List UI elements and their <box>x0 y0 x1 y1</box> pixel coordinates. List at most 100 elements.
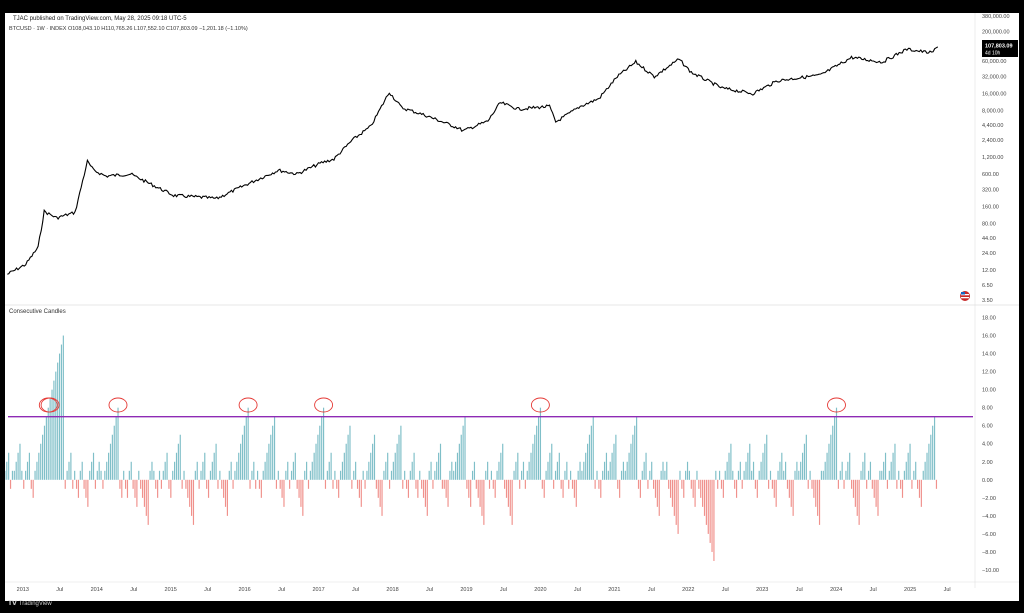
consecutive-candle-bar <box>786 479 789 489</box>
consecutive-candle-bar <box>302 479 304 516</box>
consecutive-candle-bar <box>924 461 926 480</box>
chart-frame: TJAC published on TradingView.com, May 2… <box>5 13 1019 601</box>
consecutive-candle-bar <box>443 479 445 489</box>
consecutive-candle-bar <box>426 479 428 516</box>
consecutive-candle-bar <box>822 470 824 480</box>
consecutive-candle-bar <box>483 479 485 525</box>
consecutive-candle-bar <box>728 452 730 480</box>
consecutive-candle-bar <box>89 470 91 480</box>
consecutive-candle-bar <box>45 416 47 480</box>
consecutive-candle-bar <box>754 479 756 489</box>
consecutive-candle-bar <box>860 470 862 480</box>
consecutive-candle-bar <box>343 452 345 480</box>
consecutive-candle-bar <box>315 443 317 480</box>
consecutive-candle-bar <box>683 479 685 498</box>
consecutive-candle-bar <box>162 470 164 480</box>
consecutive-candle-bar <box>319 425 321 480</box>
consecutive-candle-bar <box>711 479 713 552</box>
consecutive-candle-bar <box>707 479 709 534</box>
time-axis[interactable]: 2013 Jul 2014 Jul 2015 Jul 2016 Jul 2017 Jul 2018 J… <box>17 587 951 593</box>
consecutive-candle-bar <box>353 470 355 480</box>
time-tick-label: Jul <box>500 587 507 593</box>
consecutive-candle-bar <box>109 443 112 480</box>
chart-canvas[interactable]: 3.50 6.50 12.00 24.00 44.00 80.00 160.00 320.00… <box>5 13 1019 601</box>
consecutive-candle-bar <box>424 479 426 507</box>
consecutive-candle-bar <box>564 470 566 480</box>
consecutive-candle-bar <box>245 416 247 480</box>
consecutive-candle-bar <box>285 470 287 480</box>
consecutive-candle-bar <box>534 434 536 480</box>
consecutive-candle-bar <box>575 479 577 507</box>
consecutive-candle-bar <box>157 479 159 498</box>
consecutive-candle-bar <box>466 479 468 489</box>
consecutive-candle-bar <box>858 479 860 525</box>
consecutive-candle-bar <box>901 479 904 498</box>
consecutive-candle-bar <box>771 479 773 489</box>
indicator-tick-label: −2.00 <box>982 496 996 502</box>
indicator-tick-label: −4.00 <box>982 514 996 520</box>
consecutive-candle-bar <box>594 479 596 489</box>
us-flag-icon[interactable] <box>960 291 970 301</box>
consecutive-candle-bar <box>517 452 519 480</box>
consecutive-candle-bar <box>643 461 645 480</box>
consecutive-candle-bar <box>47 407 49 480</box>
consecutive-candle-bar <box>258 479 261 489</box>
consecutive-candle-bar <box>524 479 526 489</box>
consecutive-candle-bar <box>256 470 259 480</box>
consecutive-candle-bar <box>224 479 227 507</box>
price-tick-label: 380,000.00 <box>982 14 1010 20</box>
time-tick-label: 2020 <box>534 587 546 593</box>
consecutive-candle-bar <box>134 479 136 498</box>
consecutive-candle-bar <box>468 479 470 498</box>
consecutive-candle-bar <box>368 461 370 480</box>
consecutive-candle-bar <box>334 470 336 480</box>
consecutive-candle-bar <box>456 452 459 480</box>
time-tick-label: Jul <box>722 587 729 593</box>
consecutive-candle-bar <box>852 479 855 498</box>
consecutive-candle-bar <box>703 479 706 516</box>
consecutive-candle-bar <box>835 407 838 480</box>
indicator-tick-label: 10.00 <box>982 388 996 394</box>
consecutive-candle-bar <box>119 479 121 489</box>
consecutive-candle-bar <box>551 443 553 480</box>
consecutive-candle-bar <box>273 416 276 480</box>
time-tick-label: 2023 <box>756 587 768 593</box>
consecutive-candle-bar <box>81 461 83 480</box>
consecutive-candle-bar <box>289 479 291 489</box>
consecutive-candle-bar <box>649 470 651 480</box>
consecutive-candle-bar <box>794 470 796 480</box>
price-tick-label: 2,400.00 <box>982 138 1003 144</box>
consecutive-candle-bar <box>336 479 338 489</box>
consecutive-candle-bar <box>781 452 783 480</box>
consecutive-candle-bar <box>624 470 626 480</box>
consecutive-candle-bar <box>834 416 836 480</box>
consecutive-candle-bar <box>326 470 328 480</box>
consecutive-candle-bar <box>100 470 102 480</box>
consecutive-candle-bar <box>241 434 244 480</box>
consecutive-candle-bar <box>266 452 268 480</box>
consecutive-candle-bar <box>839 470 841 480</box>
consecutive-candle-bar <box>108 452 110 480</box>
consecutive-candle-bar <box>560 479 562 489</box>
consecutive-candle-bar <box>760 461 762 480</box>
consecutive-candle-bar <box>905 461 907 480</box>
consecutive-candle-bar <box>306 461 308 480</box>
time-tick-label: 2015 <box>165 587 177 593</box>
price-pane[interactable]: 3.50 6.50 12.00 24.00 44.00 80.00 160.00 320.00… <box>7 14 1010 304</box>
consecutive-candle-bar <box>636 416 638 480</box>
consecutive-candle-bar <box>513 470 515 480</box>
time-tick-label: Jul <box>278 587 285 593</box>
price-tick-label: 80.00 <box>982 221 996 227</box>
consecutive-candle-bar <box>445 479 447 498</box>
price-badge-bg <box>982 40 1018 57</box>
indicator-pane[interactable]: 18.00 16.00 14.00 12.00 10.00 8.00 6.00 4.00 2.0… <box>5 316 999 574</box>
consecutive-candle-bar <box>198 479 200 489</box>
consecutive-candle-bar <box>96 470 98 480</box>
consecutive-candle-bar <box>385 461 387 480</box>
consecutive-candle-bar <box>911 479 913 489</box>
consecutive-candle-bar <box>211 461 213 480</box>
consecutive-candle-bar <box>596 470 598 480</box>
consecutive-candle-bar <box>490 470 492 480</box>
tradingview-logo-icon: 𝗧𝗩 <box>8 601 17 607</box>
consecutive-candle-bar <box>818 479 821 525</box>
